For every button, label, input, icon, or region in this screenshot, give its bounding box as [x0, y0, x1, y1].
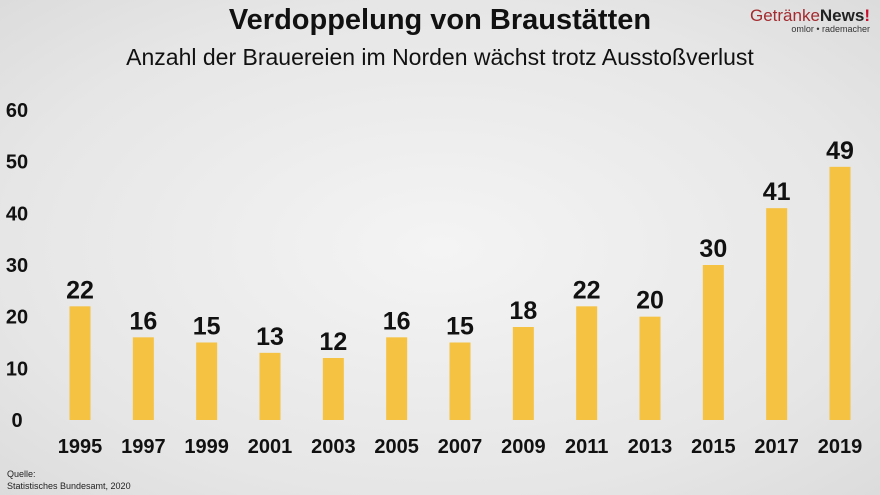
- logo-text-c: !: [864, 6, 870, 25]
- x-tick-label: 1995: [58, 436, 103, 458]
- bar: [69, 306, 91, 420]
- source-text: Statistisches Bundesamt, 2020: [7, 481, 131, 491]
- source-note: Quelle: Statistisches Bundesamt, 2020: [7, 468, 131, 492]
- logo-text-a: Getränke: [749, 6, 820, 25]
- bar: [386, 337, 408, 420]
- bar: [259, 352, 281, 420]
- data-label: 49: [826, 137, 854, 165]
- bar: [576, 306, 598, 420]
- y-tick-label: 20: [6, 307, 28, 329]
- x-tick-label: 2017: [754, 436, 799, 458]
- bar: [639, 316, 661, 420]
- x-tick-label: 2001: [248, 436, 293, 458]
- source-label: Quelle:: [7, 469, 36, 479]
- y-tick-label: 0: [11, 410, 22, 432]
- data-label: 20: [636, 287, 664, 315]
- bar: [702, 265, 724, 420]
- x-tick-label: 2005: [374, 436, 419, 458]
- x-tick-label: 2003: [311, 436, 356, 458]
- x-tick-label: 2007: [438, 436, 483, 458]
- x-tick-label: 1999: [184, 436, 229, 458]
- x-tick-label: 2009: [501, 436, 546, 458]
- data-label: 22: [573, 276, 601, 304]
- bar: [766, 208, 788, 420]
- x-tick-label: 2011: [565, 436, 608, 458]
- bar: [132, 337, 154, 420]
- data-label: 41: [763, 178, 791, 206]
- x-tick-label: 2015: [691, 436, 736, 458]
- chart-subtitle: Anzahl der Brauereien im Norden wächst t…: [126, 44, 754, 70]
- data-label: 30: [699, 235, 727, 263]
- y-tick-label: 40: [6, 203, 28, 225]
- x-tick-label: 1997: [121, 436, 166, 458]
- y-tick-label: 60: [6, 100, 28, 122]
- logo-tagline: omlor • rademacher: [791, 24, 870, 34]
- data-label: 18: [509, 297, 537, 325]
- bar: [449, 342, 471, 420]
- data-label: 13: [256, 323, 284, 351]
- y-tick-label: 30: [6, 255, 28, 277]
- y-tick-label: 50: [6, 152, 28, 174]
- y-tick-label: 10: [6, 358, 28, 380]
- bar: [322, 358, 344, 420]
- x-tick-label: 2019: [818, 436, 863, 458]
- bar: [829, 166, 851, 420]
- logo-text-b: News: [819, 6, 865, 25]
- bar: [196, 342, 218, 420]
- data-label: 15: [193, 313, 221, 341]
- data-label: 16: [129, 307, 157, 335]
- data-label: 12: [319, 328, 347, 356]
- chart-title: Verdoppelung von Braustätten: [228, 4, 652, 36]
- bar: [512, 327, 534, 420]
- getraenkenews-logo: GetränkeNews! omlor • rademacher: [750, 6, 870, 34]
- data-label: 22: [66, 276, 94, 304]
- x-tick-label: 2013: [628, 436, 673, 458]
- data-label: 16: [383, 307, 411, 335]
- data-label: 15: [446, 313, 474, 341]
